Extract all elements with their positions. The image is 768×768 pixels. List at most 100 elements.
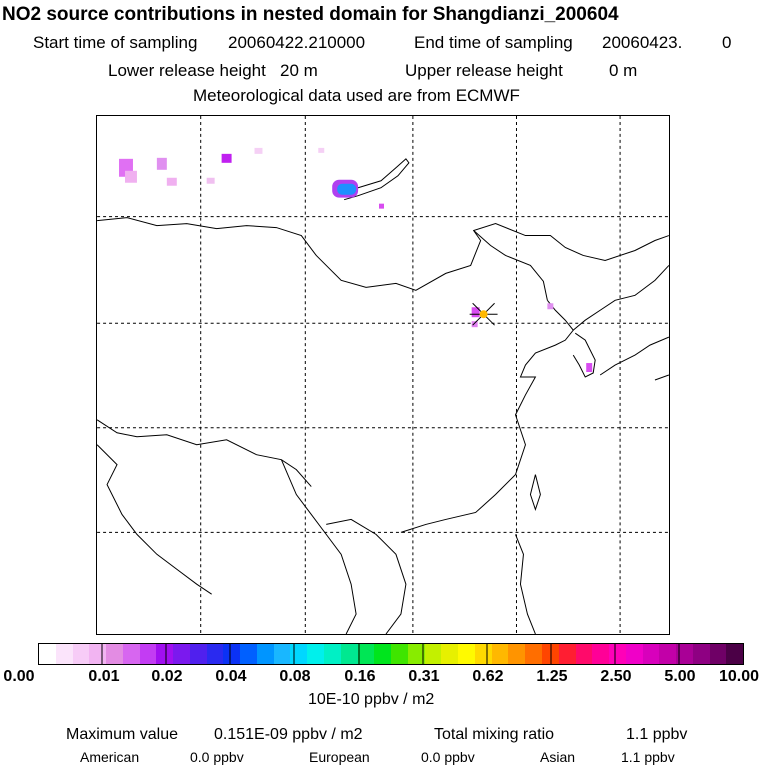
start-time-value: 20060422.210000	[228, 33, 366, 52]
colorbar-tick-label: 0.16	[344, 668, 376, 685]
total-mixing-label: Total mixing ratio	[434, 726, 555, 743]
colorbar-swatch	[357, 644, 375, 664]
colorbar-tick-label: 0.31	[408, 668, 440, 685]
met-data-note: Meteorological data used are from ECMWF	[193, 86, 520, 105]
max-value: 0.151E-09 ppbv / m2	[214, 726, 363, 743]
colorbar-swatch	[374, 644, 392, 664]
colorbar-swatch	[676, 644, 693, 664]
colorbar-swatch	[156, 644, 174, 664]
colorbar-tick-label: 5.00	[664, 668, 696, 685]
colorbar-swatch	[340, 644, 358, 664]
start-time-label: Start time of sampling	[33, 33, 198, 52]
mongolia-border	[97, 217, 669, 291]
concentration-plumes	[119, 147, 593, 373]
upper-release-label: Upper release height	[405, 61, 563, 80]
plume-patch	[206, 177, 215, 184]
korea-north-coast	[572, 265, 669, 331]
figure-title: NO2 source contributions in nested domai…	[2, 4, 619, 25]
colorbar-swatch	[709, 644, 727, 664]
colorbar-swatch	[290, 644, 308, 664]
colorbar-tick-label: 2.50	[600, 668, 632, 685]
lake-baikal	[341, 158, 410, 201]
colorbar-tick-label: 0.01	[88, 668, 120, 685]
upper-release-value: 0 m	[609, 61, 638, 80]
plume-patch	[547, 303, 554, 310]
colorbar-swatch	[726, 644, 744, 664]
colorbar-tick-label: 0.02	[151, 668, 183, 685]
colorbar-tick-label: 0.04	[215, 668, 247, 685]
colorbar-swatch	[139, 644, 157, 664]
colorbar-swatch	[391, 644, 408, 664]
european-value: 0.0 ppbv	[421, 749, 475, 765]
korean-peninsula	[572, 332, 596, 378]
end-time-value: 20060423.	[602, 33, 683, 52]
plume-patch	[221, 153, 232, 163]
colorbar-swatch	[189, 644, 207, 664]
plume-patch	[586, 363, 593, 373]
colorbar-swatch	[223, 644, 241, 664]
end-time-suffix: 0	[722, 33, 732, 52]
total-mixing-value: 1.1 ppbv	[626, 726, 688, 743]
asian-label: Asian	[540, 749, 576, 765]
european-label: European	[309, 749, 370, 765]
philippines-coast	[515, 534, 536, 634]
colorbar-unit: 10E-10 ppbv / m2	[308, 691, 435, 708]
colorbar	[38, 643, 744, 665]
american-value: 0.0 ppbv	[190, 749, 244, 765]
colorbar-swatch	[592, 644, 610, 664]
station-marker	[469, 302, 498, 326]
colorbar-swatch	[122, 644, 140, 664]
end-time-label: End time of sampling	[414, 33, 573, 52]
colorbar-swatch	[508, 644, 526, 664]
japan-coast	[599, 336, 669, 376]
american-label: American	[80, 749, 140, 765]
colorbar-tick-label: 0.08	[279, 668, 311, 685]
colorbar-tick-label: 10.00	[718, 668, 760, 685]
taiwan-island	[529, 474, 541, 512]
colorbar-swatch	[424, 644, 442, 664]
colorbar-swatch	[55, 644, 73, 664]
peak-patch	[337, 183, 357, 195]
colorbar-swatch	[324, 644, 341, 664]
china-coastline	[400, 299, 574, 533]
colorbar-swatch	[541, 644, 559, 664]
plume-patch	[471, 321, 478, 328]
colorbar-swatch	[458, 644, 475, 664]
colorbar-tick-label: 1.25	[536, 668, 568, 685]
colorbar-swatch	[625, 644, 643, 664]
colorbar-swatch	[206, 644, 224, 664]
colorbar-swatch	[173, 644, 190, 664]
coastlines-borders	[97, 158, 669, 634]
colorbar-swatch	[72, 644, 90, 664]
colorbar-swatch	[39, 644, 56, 664]
india-east-coast	[97, 444, 212, 595]
lower-release-label: Lower release height	[108, 61, 266, 80]
max-value-label: Maximum value	[66, 726, 179, 743]
colorbar-tick-label: 0.62	[472, 668, 504, 685]
vietnam-coast	[326, 518, 407, 634]
colorbar-tick-label: 0.00	[3, 668, 35, 685]
lower-release-value: 20 m	[280, 61, 318, 80]
asian-value: 1.1 ppbv	[621, 749, 675, 765]
colorbar-swatch	[558, 644, 576, 664]
colorbar-swatch	[441, 644, 459, 664]
colorbar-swatch	[407, 644, 425, 664]
plume-patch	[156, 157, 167, 170]
colorbar-swatch	[273, 644, 291, 664]
plume-patch	[471, 307, 480, 318]
colorbar-swatch	[106, 644, 123, 664]
colorbar-dividers	[101, 643, 680, 665]
myanmar-coast	[280, 459, 357, 634]
colorbar-swatch	[307, 644, 325, 664]
colorbar-swatch	[642, 644, 660, 664]
plume-patch	[379, 203, 384, 209]
plume-patch	[124, 170, 137, 183]
station-dot	[479, 310, 488, 319]
colorbar-swatch	[491, 644, 509, 664]
mongolia-east-border	[473, 230, 548, 301]
himalaya-border	[97, 419, 312, 487]
colorbar-swatch	[256, 644, 274, 664]
colorbar-swatch	[659, 644, 677, 664]
colorbar-swatch	[240, 644, 257, 664]
map-panel	[96, 115, 670, 635]
